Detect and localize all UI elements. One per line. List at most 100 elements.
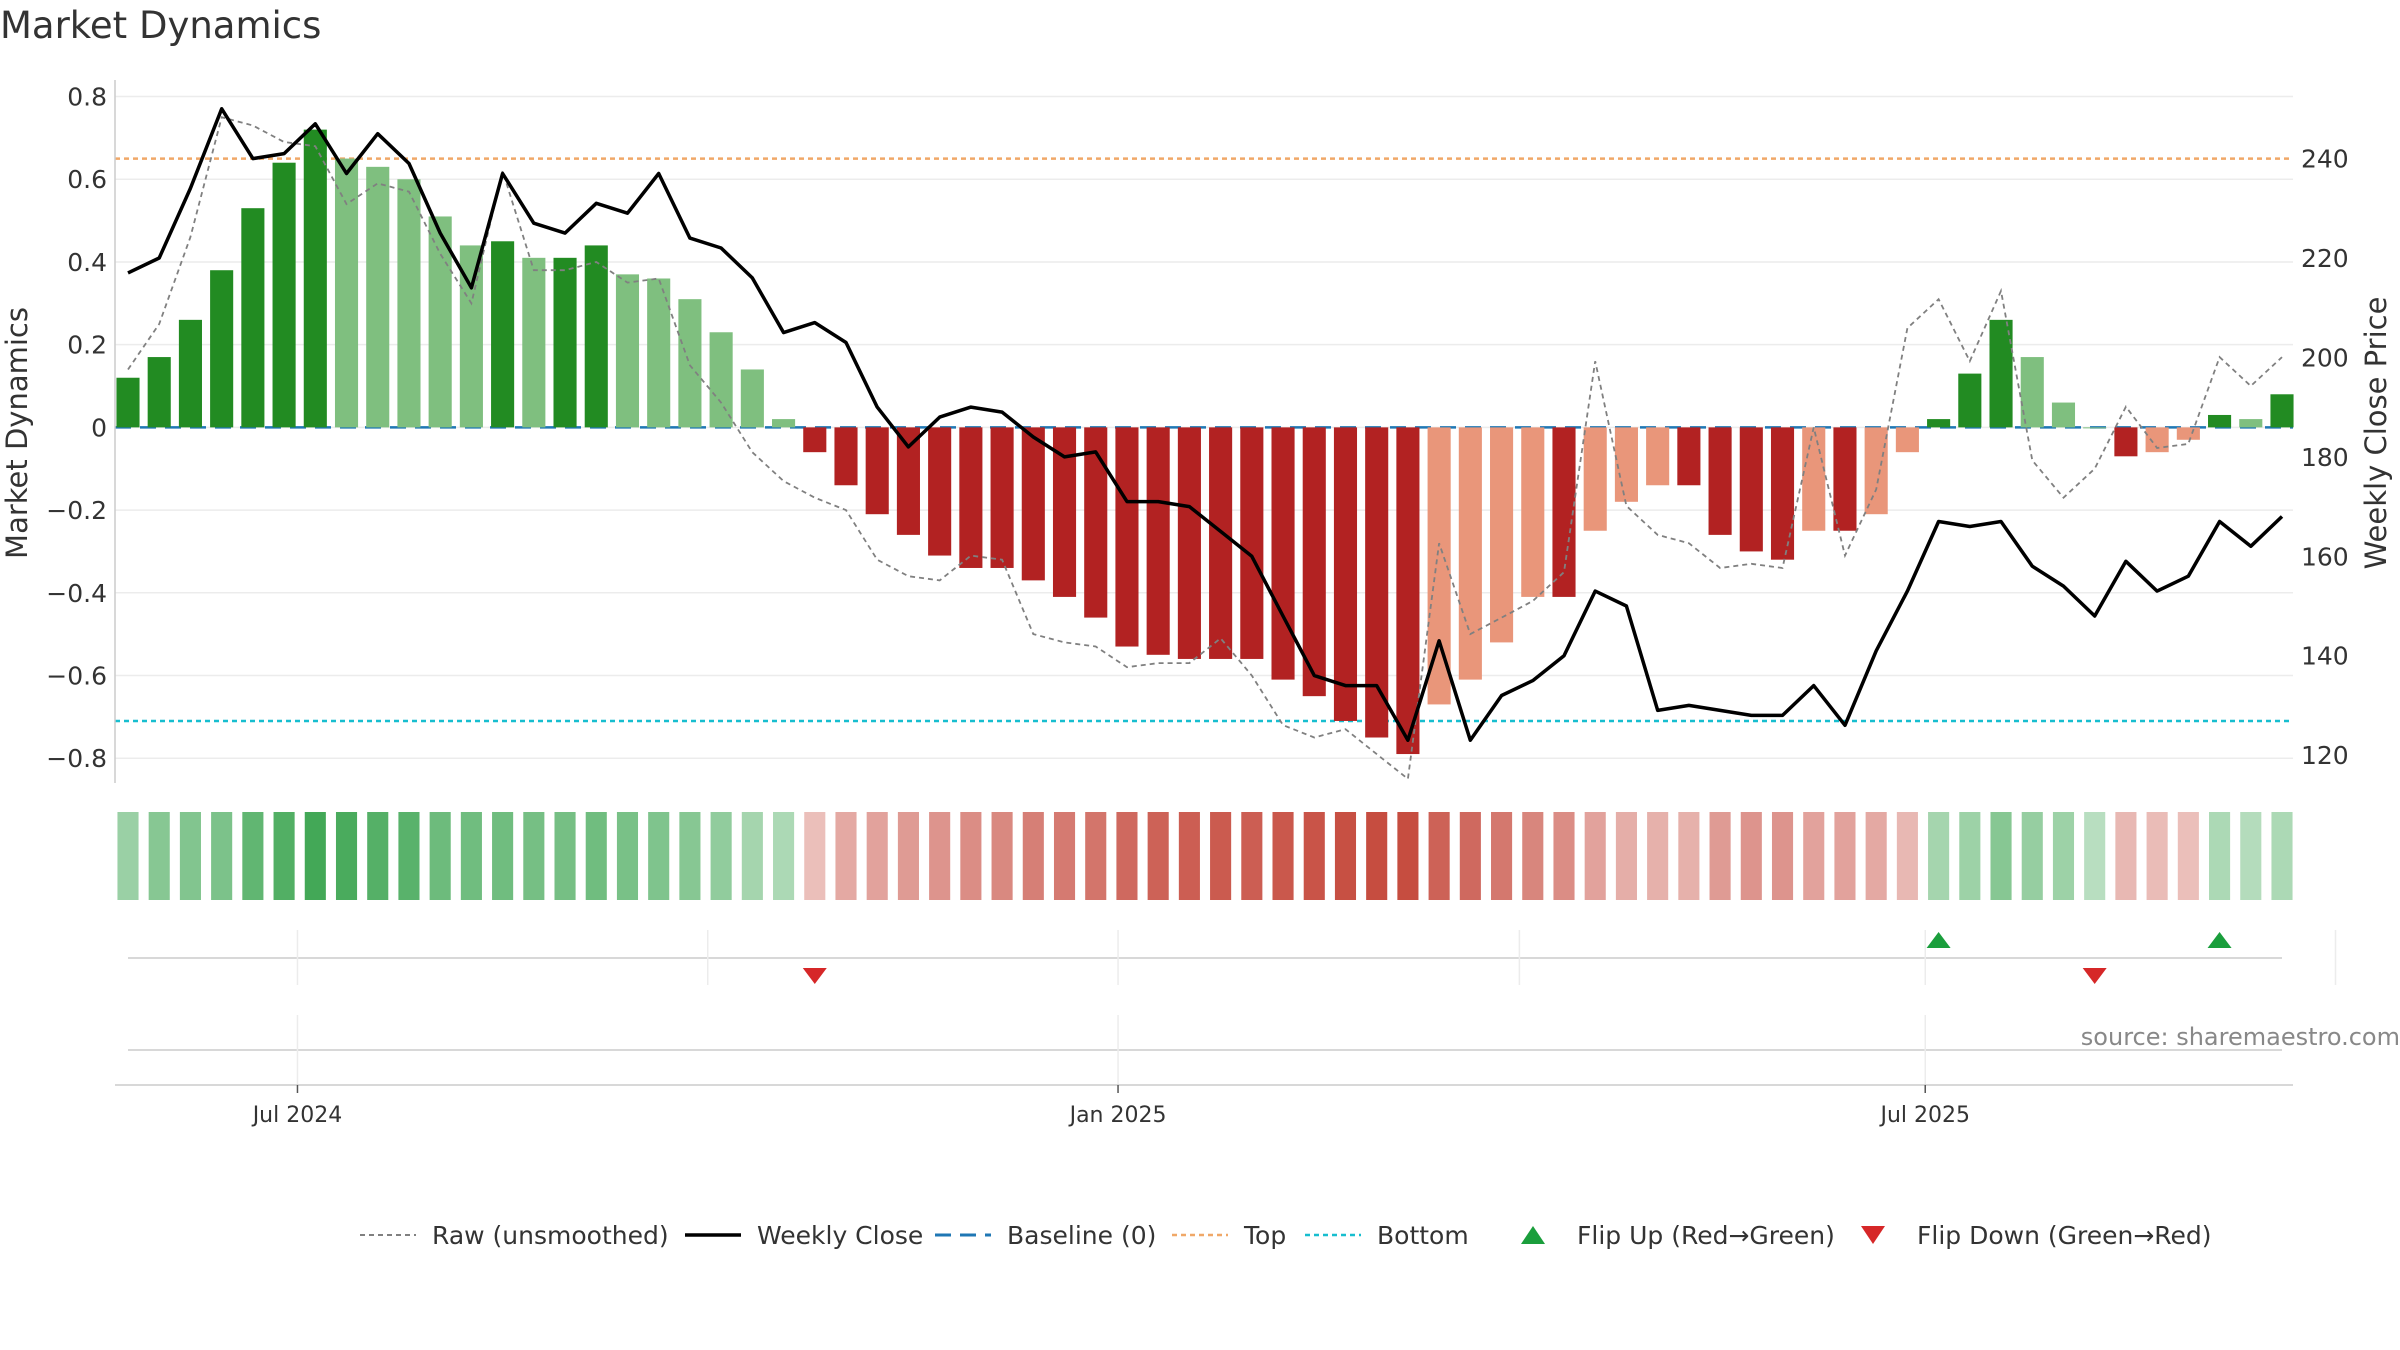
dynamics-bar: [553, 257, 577, 428]
dynamics-bar: [1989, 319, 2013, 428]
heat-cell: [929, 812, 951, 900]
dynamics-bar: [834, 427, 858, 486]
dynamics-bar: [1052, 427, 1077, 597]
heat-cell: [866, 812, 888, 900]
heat-cell: [273, 812, 295, 900]
dynamics-bar: [303, 129, 327, 428]
dynamics-bar: [1646, 427, 1670, 486]
dynamics-bar: [147, 357, 171, 428]
raw-series-line: [127, 116, 2283, 781]
y-tick-label-left: −0.8: [46, 744, 107, 773]
heat-cell: [835, 812, 857, 900]
dynamics-bar: [1177, 427, 1201, 659]
dynamics-bar: [896, 427, 920, 535]
axes: 0.8 0.6 0.4 0.2 0 −0.2 −0.4 −0.6 −0.8 240 220 200 18…: [46, 80, 2349, 783]
heat-cell: [1022, 812, 1044, 900]
dynamics-bar: [1084, 427, 1108, 618]
heat-cell: [1085, 812, 1107, 900]
heat-strip: [117, 812, 2293, 900]
heat-cell: [1990, 812, 2012, 900]
heat-cell: [2209, 812, 2231, 900]
dynamics-bar: [334, 158, 359, 428]
dynamics-bar: [428, 216, 452, 428]
dynamics-bar: [210, 270, 234, 428]
dynamics-bar: [1708, 427, 1732, 535]
x-tick-label: Jul 2024: [251, 1103, 343, 1128]
x-tick-label: Jul 2025: [1878, 1103, 1970, 1128]
dynamics-bar: [2114, 427, 2138, 457]
flip-markers-panel: [128, 930, 2337, 1085]
heat-cell: [2115, 812, 2137, 900]
dynamics-bar: [1833, 427, 1857, 531]
y-tick-label-left: 0.2: [67, 331, 107, 360]
heat-cell: [648, 812, 670, 900]
dynamics-bar: [615, 274, 640, 428]
heat-cell: [1241, 812, 1263, 900]
heat-cell: [2084, 812, 2106, 900]
heat-cell: [2240, 812, 2262, 900]
heat-cell: [242, 812, 264, 900]
legend-swatch: [1521, 1226, 1545, 1244]
heat-cell: [991, 812, 1013, 900]
legend: Raw (unsmoothed) Weekly Close Baseline (0)…: [360, 1221, 2212, 1250]
dynamics-bar: [1333, 427, 1358, 721]
heat-cell: [2052, 812, 2075, 900]
y-tick-label-left: −0.6: [46, 661, 107, 690]
heat-cell: [1147, 812, 1169, 900]
heat-cell: [460, 812, 482, 900]
dynamics-bar: [1521, 427, 1545, 597]
dynamics-bar: [2270, 394, 2294, 428]
heat-cell: [1865, 812, 1887, 900]
dynamics-bar: [1677, 427, 1701, 486]
y-axis-label-left: Market Dynamics: [0, 307, 34, 559]
dynamics-bar: [1115, 427, 1139, 647]
flip-down-marker: [2082, 968, 2107, 984]
heat-cell: [1459, 812, 1481, 900]
dynamics-bar: [491, 241, 515, 428]
dynamics-bar: [1739, 427, 1763, 552]
legend-label: Baseline (0): [1007, 1221, 1156, 1250]
legend-label: Raw (unsmoothed): [432, 1221, 669, 1250]
dynamics-bar: [740, 369, 764, 428]
heat-cell: [367, 812, 389, 900]
dynamics-bar: [459, 245, 483, 428]
source-credit: source: sharemaestro.com: [2081, 1023, 2400, 1051]
heat-cell: [585, 812, 607, 900]
dynamics-bar: [241, 208, 265, 428]
dynamics-bar: [1927, 419, 1951, 428]
heat-cell: [1397, 812, 1419, 900]
x-tick-label: Jan 2025: [1068, 1103, 1167, 1128]
heat-cell: [960, 812, 982, 900]
dynamics-bar: [2083, 427, 2107, 429]
heat-cell: [492, 812, 514, 900]
dynamics-bar: [1271, 427, 1295, 680]
dynamics-bar: [2208, 414, 2232, 428]
legend-swatch: [1861, 1226, 1885, 1244]
dynamics-bar: [1552, 427, 1576, 597]
dynamics-bar: [1802, 427, 1826, 531]
dynamics-bar: [397, 179, 421, 428]
heat-cell: [1647, 812, 1669, 900]
weekly-close-line: [127, 107, 2284, 742]
dynamics-bar: [2176, 427, 2200, 440]
dynamics-bar: [522, 257, 546, 428]
heat-cell: [1491, 812, 1513, 900]
dynamics-bar: [865, 427, 889, 515]
heat-cell: [523, 812, 545, 900]
heat-cell: [1834, 812, 1856, 900]
heat-cell: [554, 812, 576, 900]
dynamics-bar: [1146, 427, 1170, 655]
y-tick-label-right: 240: [2301, 145, 2349, 174]
dynamics-bar: [647, 278, 671, 428]
heat-cell: [1678, 812, 1700, 900]
dynamics-bar: [1490, 427, 1514, 643]
dynamics-bar: [772, 419, 796, 428]
heat-cell: [2146, 812, 2168, 900]
series-lines: [127, 107, 2284, 781]
legend-label: Bottom: [1377, 1221, 1469, 1250]
dynamics-bar: [1209, 427, 1233, 659]
heat-cell: [679, 812, 701, 900]
heat-cell: [117, 812, 139, 900]
y-tick-label-left: 0.6: [67, 165, 107, 194]
flip-up-marker: [2207, 932, 2232, 948]
